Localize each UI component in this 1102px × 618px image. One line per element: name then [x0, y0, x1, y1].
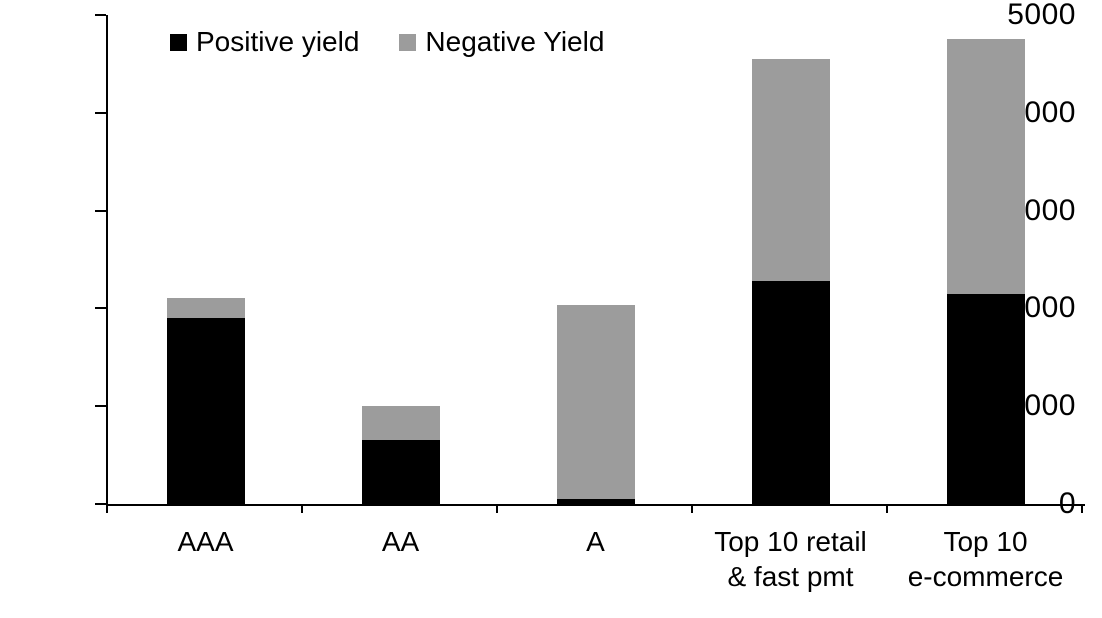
- x-tick-mark: [106, 506, 108, 513]
- legend-swatch-positive-yield: [170, 33, 187, 51]
- y-tick-mark: [95, 14, 106, 16]
- bar-a-negative-yield: [556, 305, 635, 500]
- legend-item-negative-yield: Negative Yield: [399, 28, 604, 56]
- x-tick-mark: [691, 506, 693, 513]
- x-tick-mark: [496, 506, 498, 513]
- x-category-label-top-10-retail-fast-pmt: Top 10 retail & fast pmt: [714, 526, 867, 592]
- y-tick-mark: [95, 503, 106, 505]
- x-category-label-top-10-e-commerce: Top 10 e-commerce: [907, 526, 1064, 592]
- bar-aaa-positive-yield: [166, 318, 245, 504]
- y-tick-label-0: 0: [1058, 487, 1076, 520]
- legend-label: Positive yield: [196, 26, 360, 57]
- x-tick-mark: [886, 506, 888, 513]
- plot-area: Positive yield Negative Yield: [106, 15, 1085, 506]
- bar-aa-positive-yield: [361, 440, 440, 504]
- x-category-label-aa: AA: [381, 526, 420, 557]
- legend: Positive yield Negative Yield: [170, 28, 604, 56]
- x-category-label-a: A: [586, 526, 605, 557]
- bar-aa-negative-yield: [361, 406, 440, 441]
- y-tick-label-5000: 5000: [1007, 0, 1076, 31]
- bar-top-10-retail-fast-pmt-negative-yield: [751, 59, 830, 282]
- bar-top-10-e-commerce-positive-yield: [946, 293, 1025, 504]
- y-tick-mark: [95, 209, 106, 212]
- y-tick-mark: [95, 405, 106, 408]
- legend-label: Negative Yield: [425, 26, 605, 57]
- x-tick-mark: [1081, 506, 1083, 513]
- y-tick-mark: [95, 307, 106, 310]
- bar-top-10-e-commerce-negative-yield: [946, 39, 1025, 294]
- x-category-label-aaa: AAA: [177, 526, 234, 557]
- bar-a-positive-yield: [556, 499, 635, 504]
- legend-item-positive-yield: Positive yield: [170, 28, 359, 56]
- x-tick-mark: [301, 506, 303, 513]
- bar-top-10-retail-fast-pmt-positive-yield: [751, 281, 830, 504]
- y-tick-mark: [95, 111, 106, 114]
- bar-aaa-negative-yield: [166, 297, 245, 319]
- bars-container: [108, 15, 1083, 504]
- legend-swatch-negative-yield: [399, 33, 417, 51]
